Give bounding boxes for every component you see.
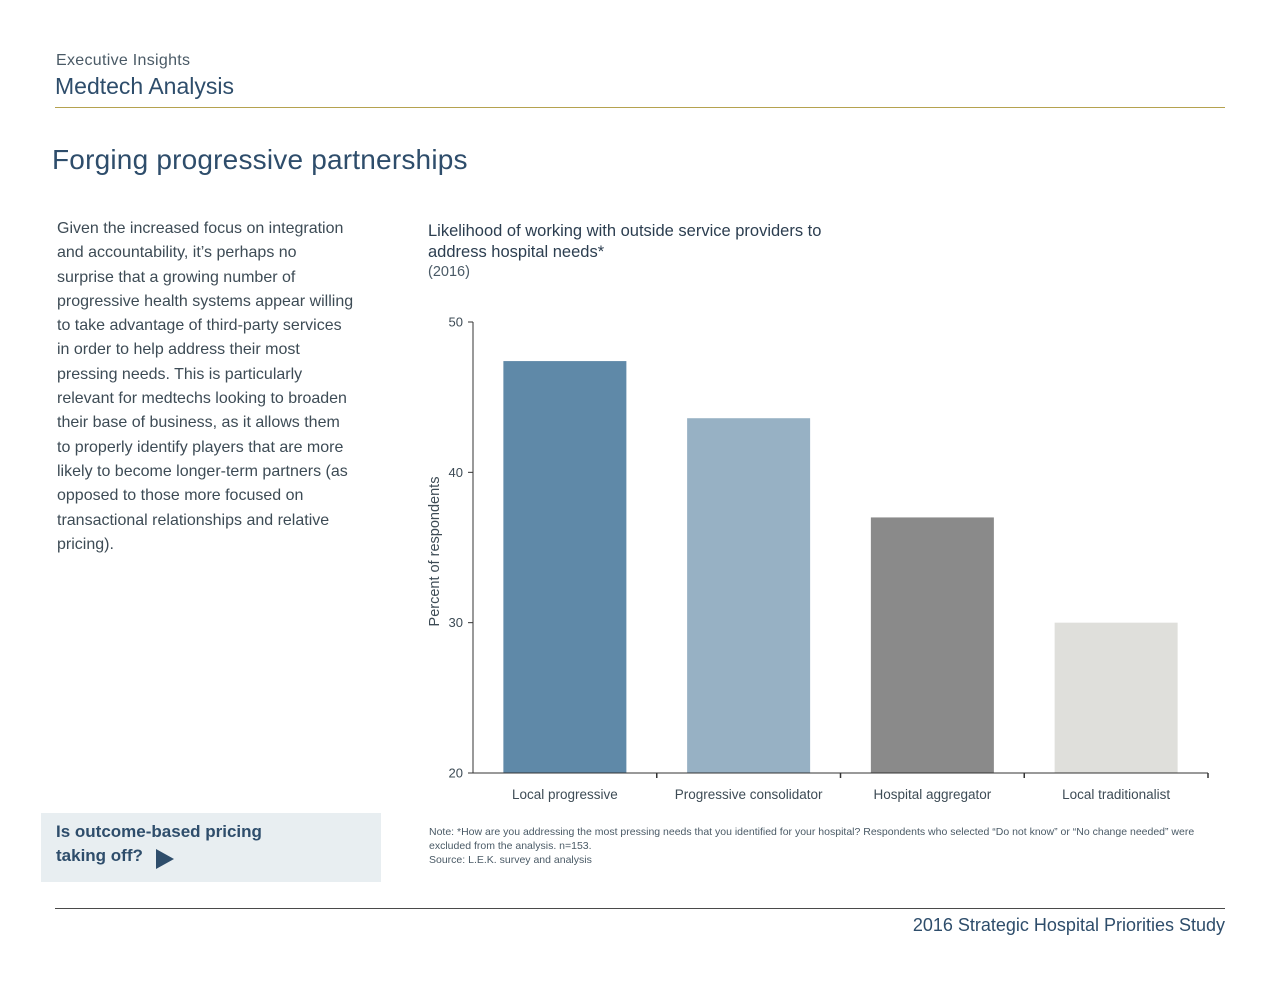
y-tick-label: 30 (449, 615, 463, 630)
chart-title: Likelihood of working with outside servi… (428, 222, 822, 261)
cta-line-1: Is outcome-based pricing (56, 822, 262, 841)
y-tick-label: 20 (449, 766, 463, 781)
play-arrow-icon (156, 849, 174, 869)
chart-note: Note: *How are you addressing the most p… (429, 826, 1195, 852)
y-tick-label: 50 (449, 315, 463, 330)
footer-divider (55, 908, 1225, 909)
bar-local-traditionalist (1054, 622, 1178, 773)
x-category-label: Progressive consolidator (675, 787, 823, 802)
header-kicker: Executive Insights (56, 52, 191, 69)
header-title: Medtech Analysis (55, 73, 234, 99)
x-category-label: Local progressive (512, 787, 618, 802)
chart-subtitle: (2016) (428, 264, 470, 280)
x-category-label: Hospital aggregator (873, 787, 991, 802)
body-paragraph: Given the increased focus on integration… (57, 220, 354, 553)
cta-line-2: taking off? (56, 846, 143, 865)
footer-study-title: 2016 Strategic Hospital Priorities Study (912, 915, 1225, 935)
x-category-label: Local traditionalist (1062, 787, 1170, 802)
bar-progressive-consolidator (687, 418, 811, 773)
outcome-pricing-link[interactable]: Is outcome-based pricing taking off? (41, 813, 381, 882)
y-tick-label: 40 (449, 465, 463, 480)
header-divider (55, 107, 1225, 108)
page-title: Forging progressive partnerships (52, 144, 468, 175)
bar-local-progressive (503, 361, 627, 773)
chart-notes: Note: *How are you addressing the most p… (429, 825, 1229, 867)
bar-hospital-aggregator (870, 517, 994, 773)
chart-source: Source: L.E.K. survey and analysis (429, 854, 592, 866)
y-axis-title: Percent of respondents (427, 477, 443, 627)
